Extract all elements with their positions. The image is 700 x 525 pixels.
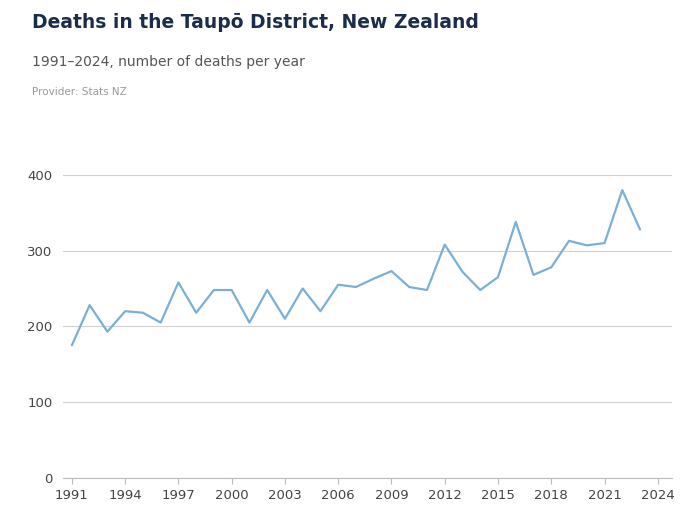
Text: 1991–2024, number of deaths per year: 1991–2024, number of deaths per year: [32, 55, 304, 69]
Text: figure.nz: figure.nz: [574, 18, 648, 32]
Text: Provider: Stats NZ: Provider: Stats NZ: [32, 87, 126, 97]
Text: Deaths in the Taupō District, New Zealand: Deaths in the Taupō District, New Zealan…: [32, 13, 478, 32]
